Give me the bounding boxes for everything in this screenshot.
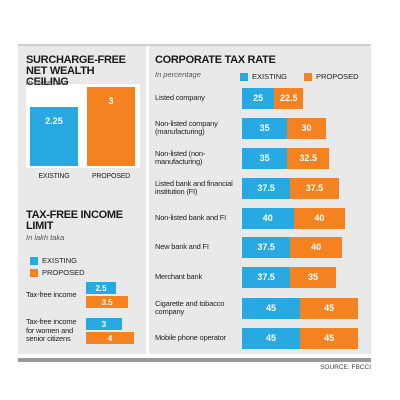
bar bbox=[290, 266, 336, 288]
data-label: 30 bbox=[301, 123, 312, 133]
bar bbox=[274, 87, 304, 109]
bar bbox=[242, 177, 291, 199]
data-label: 40 bbox=[262, 213, 273, 223]
category-label: Non-listed bank and FI bbox=[155, 212, 227, 222]
bar bbox=[290, 177, 339, 199]
data-label: 3 bbox=[101, 319, 107, 329]
legend-label: PROPOSED bbox=[316, 72, 359, 81]
data-label: 35 bbox=[259, 123, 270, 133]
category-label: Tax-free income bbox=[26, 289, 77, 299]
category-label: New bank and FI bbox=[155, 241, 209, 251]
legend-swatch bbox=[240, 73, 248, 81]
bar bbox=[242, 297, 301, 319]
legend-swatch bbox=[304, 73, 312, 81]
bar bbox=[290, 236, 342, 258]
x-tick-label: PROPOSED bbox=[91, 172, 131, 180]
chart-subtitle: In percentage bbox=[155, 70, 201, 79]
bar bbox=[242, 87, 275, 109]
category-label: Non-listed company (manufacturing) bbox=[155, 118, 218, 136]
data-label: 45 bbox=[324, 303, 335, 313]
legend-label: EXISTING bbox=[252, 72, 288, 81]
bottom-rule bbox=[18, 358, 371, 362]
chart-title: SURCHARGE-FREE NET WEALTH CEILING bbox=[26, 54, 126, 88]
data-label: 3.5 bbox=[101, 297, 113, 307]
bar bbox=[86, 282, 116, 294]
bar bbox=[242, 147, 288, 169]
bar bbox=[287, 117, 326, 139]
bar bbox=[287, 147, 330, 169]
bar bbox=[30, 106, 78, 166]
bar bbox=[86, 332, 134, 344]
bar bbox=[300, 327, 359, 349]
data-label: 35 bbox=[259, 153, 270, 163]
category-label: Listed bank and financial institution (F… bbox=[155, 178, 233, 196]
data-label: 37.5 bbox=[257, 272, 275, 282]
category-label: Tax-free income for women and senior cit… bbox=[26, 317, 77, 344]
data-label: 37.5 bbox=[257, 242, 275, 252]
data-label: 37.5 bbox=[257, 183, 275, 193]
data-label: 25 bbox=[253, 93, 264, 103]
data-label: 22.5 bbox=[279, 93, 298, 103]
data-label: 2.5 bbox=[95, 283, 107, 293]
chart-title: CORPORATE TAX RATE bbox=[155, 54, 276, 66]
category-label: Listed company bbox=[155, 92, 205, 102]
data-label: 2.25 bbox=[45, 115, 63, 126]
chart-subtitle: In crore taka bbox=[26, 78, 68, 87]
category-label: Mobile phone operator bbox=[155, 332, 226, 342]
bar bbox=[293, 207, 346, 229]
data-label: 40 bbox=[311, 242, 322, 252]
category-label: Non-listed (non-manufacturing) bbox=[155, 148, 206, 166]
bar bbox=[86, 318, 122, 330]
bar bbox=[242, 117, 288, 139]
x-tick-label: EXISTING bbox=[38, 172, 70, 180]
data-label: 37.5 bbox=[305, 183, 324, 193]
chart-title: TAX-FREE INCOME LIMIT bbox=[26, 209, 123, 232]
bar bbox=[242, 207, 294, 229]
legend-swatch bbox=[30, 257, 38, 265]
data-label: 32.5 bbox=[299, 153, 317, 163]
data-label: 40 bbox=[314, 213, 325, 223]
bar bbox=[87, 87, 135, 166]
data-label: 45 bbox=[266, 303, 277, 313]
legend-label: EXISTING bbox=[42, 256, 78, 265]
category-label: Merchant bank bbox=[155, 271, 203, 281]
legend-label: PROPOSED bbox=[42, 268, 85, 277]
data-label: 45 bbox=[324, 333, 335, 343]
bar bbox=[300, 297, 359, 319]
legend-swatch bbox=[30, 269, 38, 277]
data-label: 35 bbox=[307, 272, 318, 282]
bar bbox=[242, 236, 291, 258]
data-label: 45 bbox=[266, 333, 277, 343]
bar bbox=[86, 296, 128, 308]
source: SOURCE: FBCCI bbox=[320, 364, 371, 371]
chart-subtitle: In lakh taka bbox=[26, 233, 65, 242]
data-label: 4 bbox=[107, 333, 113, 343]
bar bbox=[242, 266, 291, 288]
data-label: 3 bbox=[108, 96, 114, 106]
bar bbox=[242, 327, 301, 349]
top-rule bbox=[18, 44, 371, 46]
category-label: Cigarette and tobacco company bbox=[155, 298, 225, 316]
